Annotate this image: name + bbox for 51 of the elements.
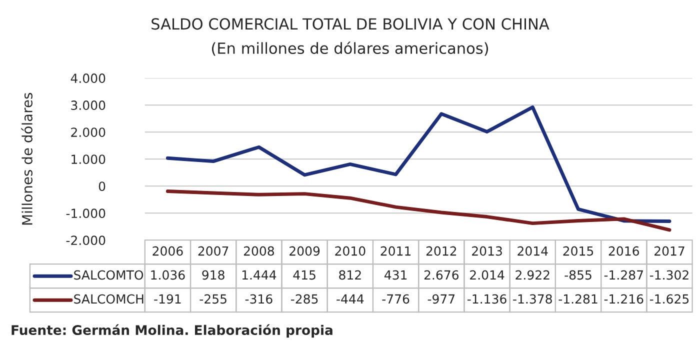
data-label: -776	[382, 294, 410, 304]
y-tick-label: -2.000	[66, 236, 106, 246]
x-tick-label: 2011	[380, 246, 411, 256]
data-label: 918	[202, 270, 224, 280]
data-label: 2.922	[516, 270, 550, 280]
x-tick-label: 2016	[608, 246, 639, 256]
x-tick-label: 2008	[244, 246, 274, 256]
x-tick-label: 2007	[198, 246, 228, 256]
chart-title: SALDO COMERCIAL TOTAL DE BOLIVIA Y CON CHINA	[152, 18, 550, 30]
data-label: -316	[245, 294, 272, 304]
legend-label: SALCOMCH	[74, 294, 144, 304]
x-tick-label: 2015	[563, 246, 594, 256]
data-label: -1.216	[604, 294, 644, 304]
data-label: 2.014	[470, 270, 504, 280]
data-label: 431	[384, 270, 407, 280]
y-tick-label: 2.000	[71, 128, 106, 138]
x-tick-label: 2013	[472, 246, 502, 256]
data-label: -255	[200, 294, 226, 304]
x-tick-label: 2009	[290, 246, 320, 256]
chart-subtitle: (En millones de dólares americanos)	[212, 42, 488, 56]
data-label: -977	[428, 294, 455, 304]
data-label: -1.378	[513, 294, 552, 304]
data-label: -285	[290, 294, 318, 304]
x-tick-label: 2014	[518, 246, 548, 256]
data-label: -1.302	[650, 270, 688, 280]
x-tick-label: 2017	[654, 246, 684, 256]
x-tick-label: 2012	[426, 246, 456, 256]
data-label: -855	[564, 270, 592, 280]
data-label: 1.444	[242, 270, 276, 280]
data-label: -191	[154, 294, 181, 304]
line-series	[166, 190, 672, 232]
y-tick-label: -1.000	[66, 208, 106, 218]
y-tick-label: 0	[98, 182, 106, 192]
data-label: -444	[336, 294, 364, 304]
y-tick-label: 4.000	[70, 74, 106, 83]
data-label: 1.036	[151, 270, 185, 280]
data-label: 812	[339, 270, 361, 280]
x-tick-label: 2006	[152, 246, 183, 256]
data-label: 415	[293, 270, 316, 280]
y-axis-title: Millones de dólares	[21, 92, 32, 225]
legend-label: SALCOMTO	[74, 270, 144, 280]
data-label: -1.287	[604, 270, 643, 280]
line-series	[166, 105, 672, 224]
data-label: -1.281	[558, 294, 598, 304]
x-tick-label: 2010	[335, 246, 366, 256]
data-label: 2.676	[424, 270, 459, 280]
data-label: -1.625	[650, 294, 689, 304]
y-tick-label: 1.000	[72, 154, 106, 164]
y-tick-label: 3.000	[71, 100, 106, 110]
data-label: -1.136	[467, 294, 506, 304]
source-note: Fuente: Germán Molina. Elaboración propia	[12, 324, 332, 338]
